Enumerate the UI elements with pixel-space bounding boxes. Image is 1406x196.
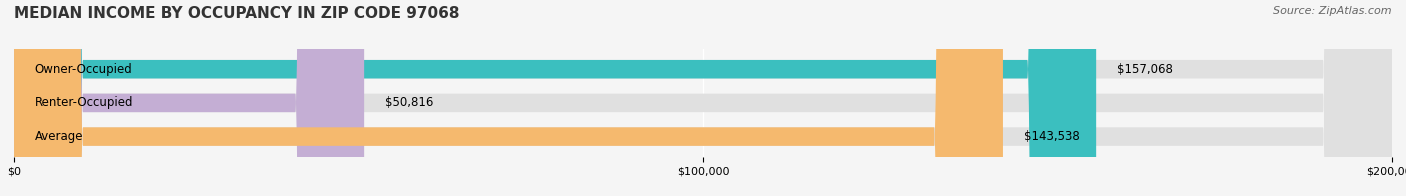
Text: $143,538: $143,538 [1024, 130, 1080, 143]
Text: $50,816: $50,816 [385, 96, 433, 109]
Text: MEDIAN INCOME BY OCCUPANCY IN ZIP CODE 97068: MEDIAN INCOME BY OCCUPANCY IN ZIP CODE 9… [14, 6, 460, 21]
Text: Average: Average [35, 130, 83, 143]
FancyBboxPatch shape [14, 0, 1392, 196]
FancyBboxPatch shape [14, 0, 364, 196]
Text: Renter-Occupied: Renter-Occupied [35, 96, 134, 109]
FancyBboxPatch shape [14, 0, 1002, 196]
Text: $157,068: $157,068 [1116, 63, 1173, 76]
FancyBboxPatch shape [14, 0, 1392, 196]
FancyBboxPatch shape [14, 0, 1392, 196]
Text: Owner-Occupied: Owner-Occupied [35, 63, 132, 76]
FancyBboxPatch shape [14, 0, 1097, 196]
Text: Source: ZipAtlas.com: Source: ZipAtlas.com [1274, 6, 1392, 16]
